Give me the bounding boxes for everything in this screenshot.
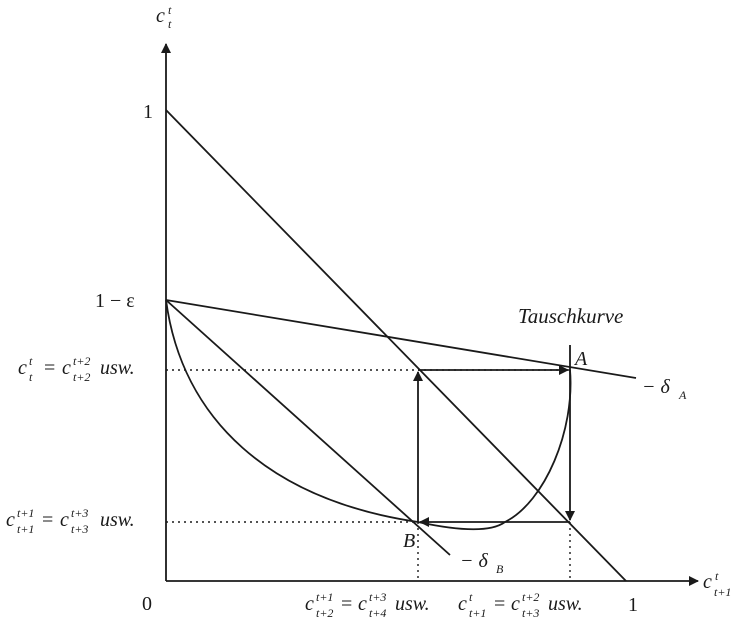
svg-text:c: c [60, 509, 69, 531]
origin-label: 0 [142, 593, 152, 615]
svg-text:usw.: usw. [548, 593, 583, 615]
point-b-label: B [403, 530, 415, 552]
y-annotation-upper: c t t = c t+2 t+2 usw. [18, 354, 135, 384]
svg-text:usw.: usw. [100, 509, 135, 531]
svg-text:t: t [715, 569, 719, 583]
svg-text:c: c [18, 357, 27, 379]
y-axis-label: c t t [156, 3, 172, 31]
svg-text:=: = [44, 357, 55, 379]
svg-text:A: A [678, 388, 687, 402]
x-axis-label: c t t+1 [703, 569, 731, 599]
svg-text:c: c [458, 593, 467, 615]
x-one-label: 1 [628, 594, 638, 616]
y-one-minus-epsilon-label: 1 − ε [95, 290, 135, 312]
x-annotation-right: c t t+1 = c t+2 t+3 usw. [458, 590, 583, 620]
delta-b-line [165, 299, 451, 556]
svg-text:t: t [168, 3, 172, 17]
svg-text:c: c [305, 593, 314, 615]
svg-text:c: c [156, 5, 165, 27]
svg-text:− δ: − δ [642, 376, 670, 398]
svg-text:t+3: t+3 [71, 506, 88, 520]
svg-text:t: t [168, 17, 172, 31]
svg-text:B: B [496, 562, 504, 576]
svg-text:c: c [6, 509, 15, 531]
svg-text:t+3: t+3 [71, 522, 88, 536]
point-a-label: A [573, 348, 588, 370]
svg-text:c: c [62, 357, 71, 379]
svg-text:t+1: t+1 [316, 590, 333, 604]
y-one-label: 1 [143, 101, 153, 123]
svg-text:t+1: t+1 [17, 522, 34, 536]
svg-text:t+1: t+1 [714, 585, 731, 599]
svg-text:c: c [358, 593, 367, 615]
svg-text:t+1: t+1 [17, 506, 34, 520]
svg-text:t: t [469, 590, 473, 604]
svg-text:=: = [42, 509, 53, 531]
svg-text:t: t [29, 354, 33, 368]
svg-text:t+3: t+3 [369, 590, 386, 604]
y-annotation-lower: c t+1 t+1 = c t+3 t+3 usw. [6, 506, 135, 536]
svg-text:− δ: − δ [460, 550, 488, 572]
svg-text:t+2: t+2 [73, 370, 90, 384]
svg-text:t+2: t+2 [522, 590, 539, 604]
svg-text:t+1: t+1 [469, 606, 486, 620]
svg-text:t: t [29, 370, 33, 384]
svg-text:=: = [341, 593, 352, 615]
delta-a-label: − δ A [642, 376, 687, 402]
budget-line [165, 109, 627, 582]
svg-text:t+4: t+4 [369, 606, 386, 620]
delta-b-label: − δ B [460, 550, 504, 576]
svg-text:t+2: t+2 [316, 606, 333, 620]
svg-text:t+3: t+3 [522, 606, 539, 620]
svg-text:=: = [494, 593, 505, 615]
x-annotation-left: c t+1 t+2 = c t+3 t+4 usw. [305, 590, 430, 620]
tauschkurve-label: Tauschkurve [518, 304, 623, 328]
svg-text:c: c [703, 571, 712, 593]
delta-a-line [165, 299, 637, 379]
svg-text:usw.: usw. [395, 593, 430, 615]
svg-text:usw.: usw. [100, 357, 135, 379]
svg-text:t+2: t+2 [73, 354, 90, 368]
svg-text:c: c [511, 593, 520, 615]
tauschkurve-curve [165, 299, 572, 531]
